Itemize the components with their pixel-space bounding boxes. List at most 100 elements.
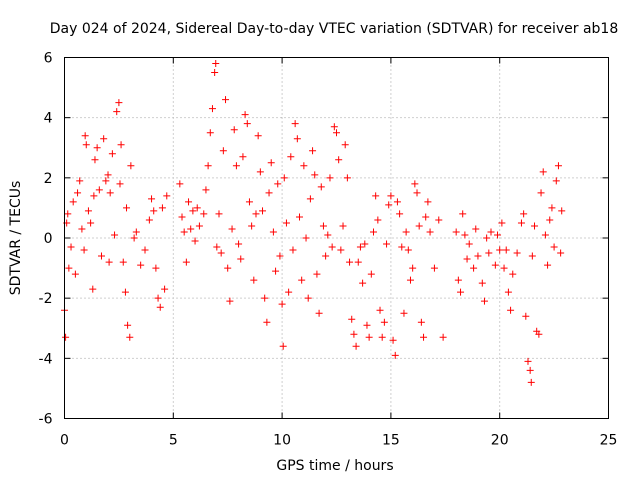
data-point: [90, 192, 98, 200]
data-point: [500, 264, 508, 272]
data-point: [276, 252, 284, 260]
axis-ticks: [64, 57, 609, 419]
data-point: [87, 219, 95, 227]
data-point: [127, 162, 135, 170]
data-point: [76, 177, 84, 185]
data-point: [304, 294, 312, 302]
data-point: [93, 144, 101, 152]
data-point: [374, 216, 382, 224]
data-point: [430, 264, 438, 272]
data-point: [65, 264, 73, 272]
data-point: [115, 99, 123, 107]
data-point: [200, 210, 208, 218]
data-point: [111, 231, 119, 239]
data-point: [346, 258, 354, 266]
data-point: [465, 240, 473, 248]
data-point: [226, 297, 234, 305]
y-tick-label: 4: [44, 111, 53, 127]
data-point: [291, 120, 299, 128]
data-point: [208, 105, 216, 113]
data-point: [454, 276, 462, 284]
data-point: [224, 264, 232, 272]
data-point: [80, 246, 88, 254]
data-point: [402, 228, 410, 236]
data-point: [82, 141, 90, 149]
data-point: [74, 189, 82, 197]
data-point: [254, 132, 262, 140]
data-point: [232, 162, 240, 170]
data-point: [91, 156, 99, 164]
data-point: [315, 309, 323, 317]
data-point: [422, 213, 430, 221]
data-point: [528, 252, 536, 260]
data-point: [182, 258, 190, 266]
data-point: [302, 234, 310, 242]
data-point: [178, 213, 186, 221]
data-point: [195, 222, 203, 230]
data-point: [393, 198, 401, 206]
data-point: [239, 153, 247, 161]
data-point: [380, 318, 388, 326]
data-point: [104, 171, 112, 179]
data-point: [498, 219, 506, 227]
data-point: [279, 342, 287, 350]
data-point: [376, 306, 384, 314]
data-point: [62, 333, 70, 341]
data-point: [527, 378, 535, 386]
data-point: [235, 240, 243, 248]
data-point: [259, 207, 267, 215]
chart-title: Day 024 of 2024, Sidereal Day-to-day VTE…: [50, 21, 619, 37]
data-point: [237, 255, 245, 263]
data-point: [552, 177, 560, 185]
data-point: [267, 159, 275, 167]
data-point: [537, 189, 545, 197]
data-point: [296, 213, 304, 221]
y-tick-label: 2: [44, 171, 53, 187]
data-point: [526, 366, 534, 374]
data-point: [539, 168, 547, 176]
data-point: [158, 204, 166, 212]
data-point: [435, 216, 443, 224]
data-point: [385, 201, 393, 209]
y-tick-labels: -6 -4 -2 0 2 4 6: [39, 51, 53, 428]
data-point: [261, 294, 269, 302]
data-point: [404, 246, 412, 254]
data-point: [415, 222, 423, 230]
data-point: [548, 204, 556, 212]
data-point: [378, 333, 386, 341]
data-point: [513, 249, 521, 257]
data-point: [123, 204, 131, 212]
data-point: [206, 129, 214, 137]
data-point: [383, 240, 391, 248]
data-point: [398, 243, 406, 251]
data-point: [356, 243, 364, 251]
data-point: [280, 174, 288, 182]
data-point: [457, 288, 465, 296]
data-point: [202, 186, 210, 194]
data-point: [309, 147, 317, 155]
data-point: [69, 198, 77, 206]
data-point: [400, 309, 408, 317]
data-point: [522, 312, 530, 320]
data-point: [472, 225, 480, 233]
data-point: [459, 210, 467, 218]
data-point: [293, 135, 301, 143]
data-point: [461, 231, 469, 239]
data-point: [116, 180, 124, 188]
data-point: [333, 129, 340, 137]
data-point: [100, 135, 108, 143]
data-point: [108, 150, 116, 158]
data-point: [546, 216, 554, 224]
data-point: [389, 336, 397, 344]
data-point: [322, 252, 330, 260]
data-point: [470, 264, 478, 272]
data-point: [219, 147, 227, 155]
data-point: [396, 210, 404, 218]
data-point: [130, 234, 138, 242]
x-tick-label: 25: [600, 433, 618, 449]
x-tick-label: 0: [60, 433, 69, 449]
data-point: [141, 246, 149, 254]
data-point: [531, 222, 539, 230]
data-point: [463, 255, 471, 263]
data-point: [121, 288, 129, 296]
